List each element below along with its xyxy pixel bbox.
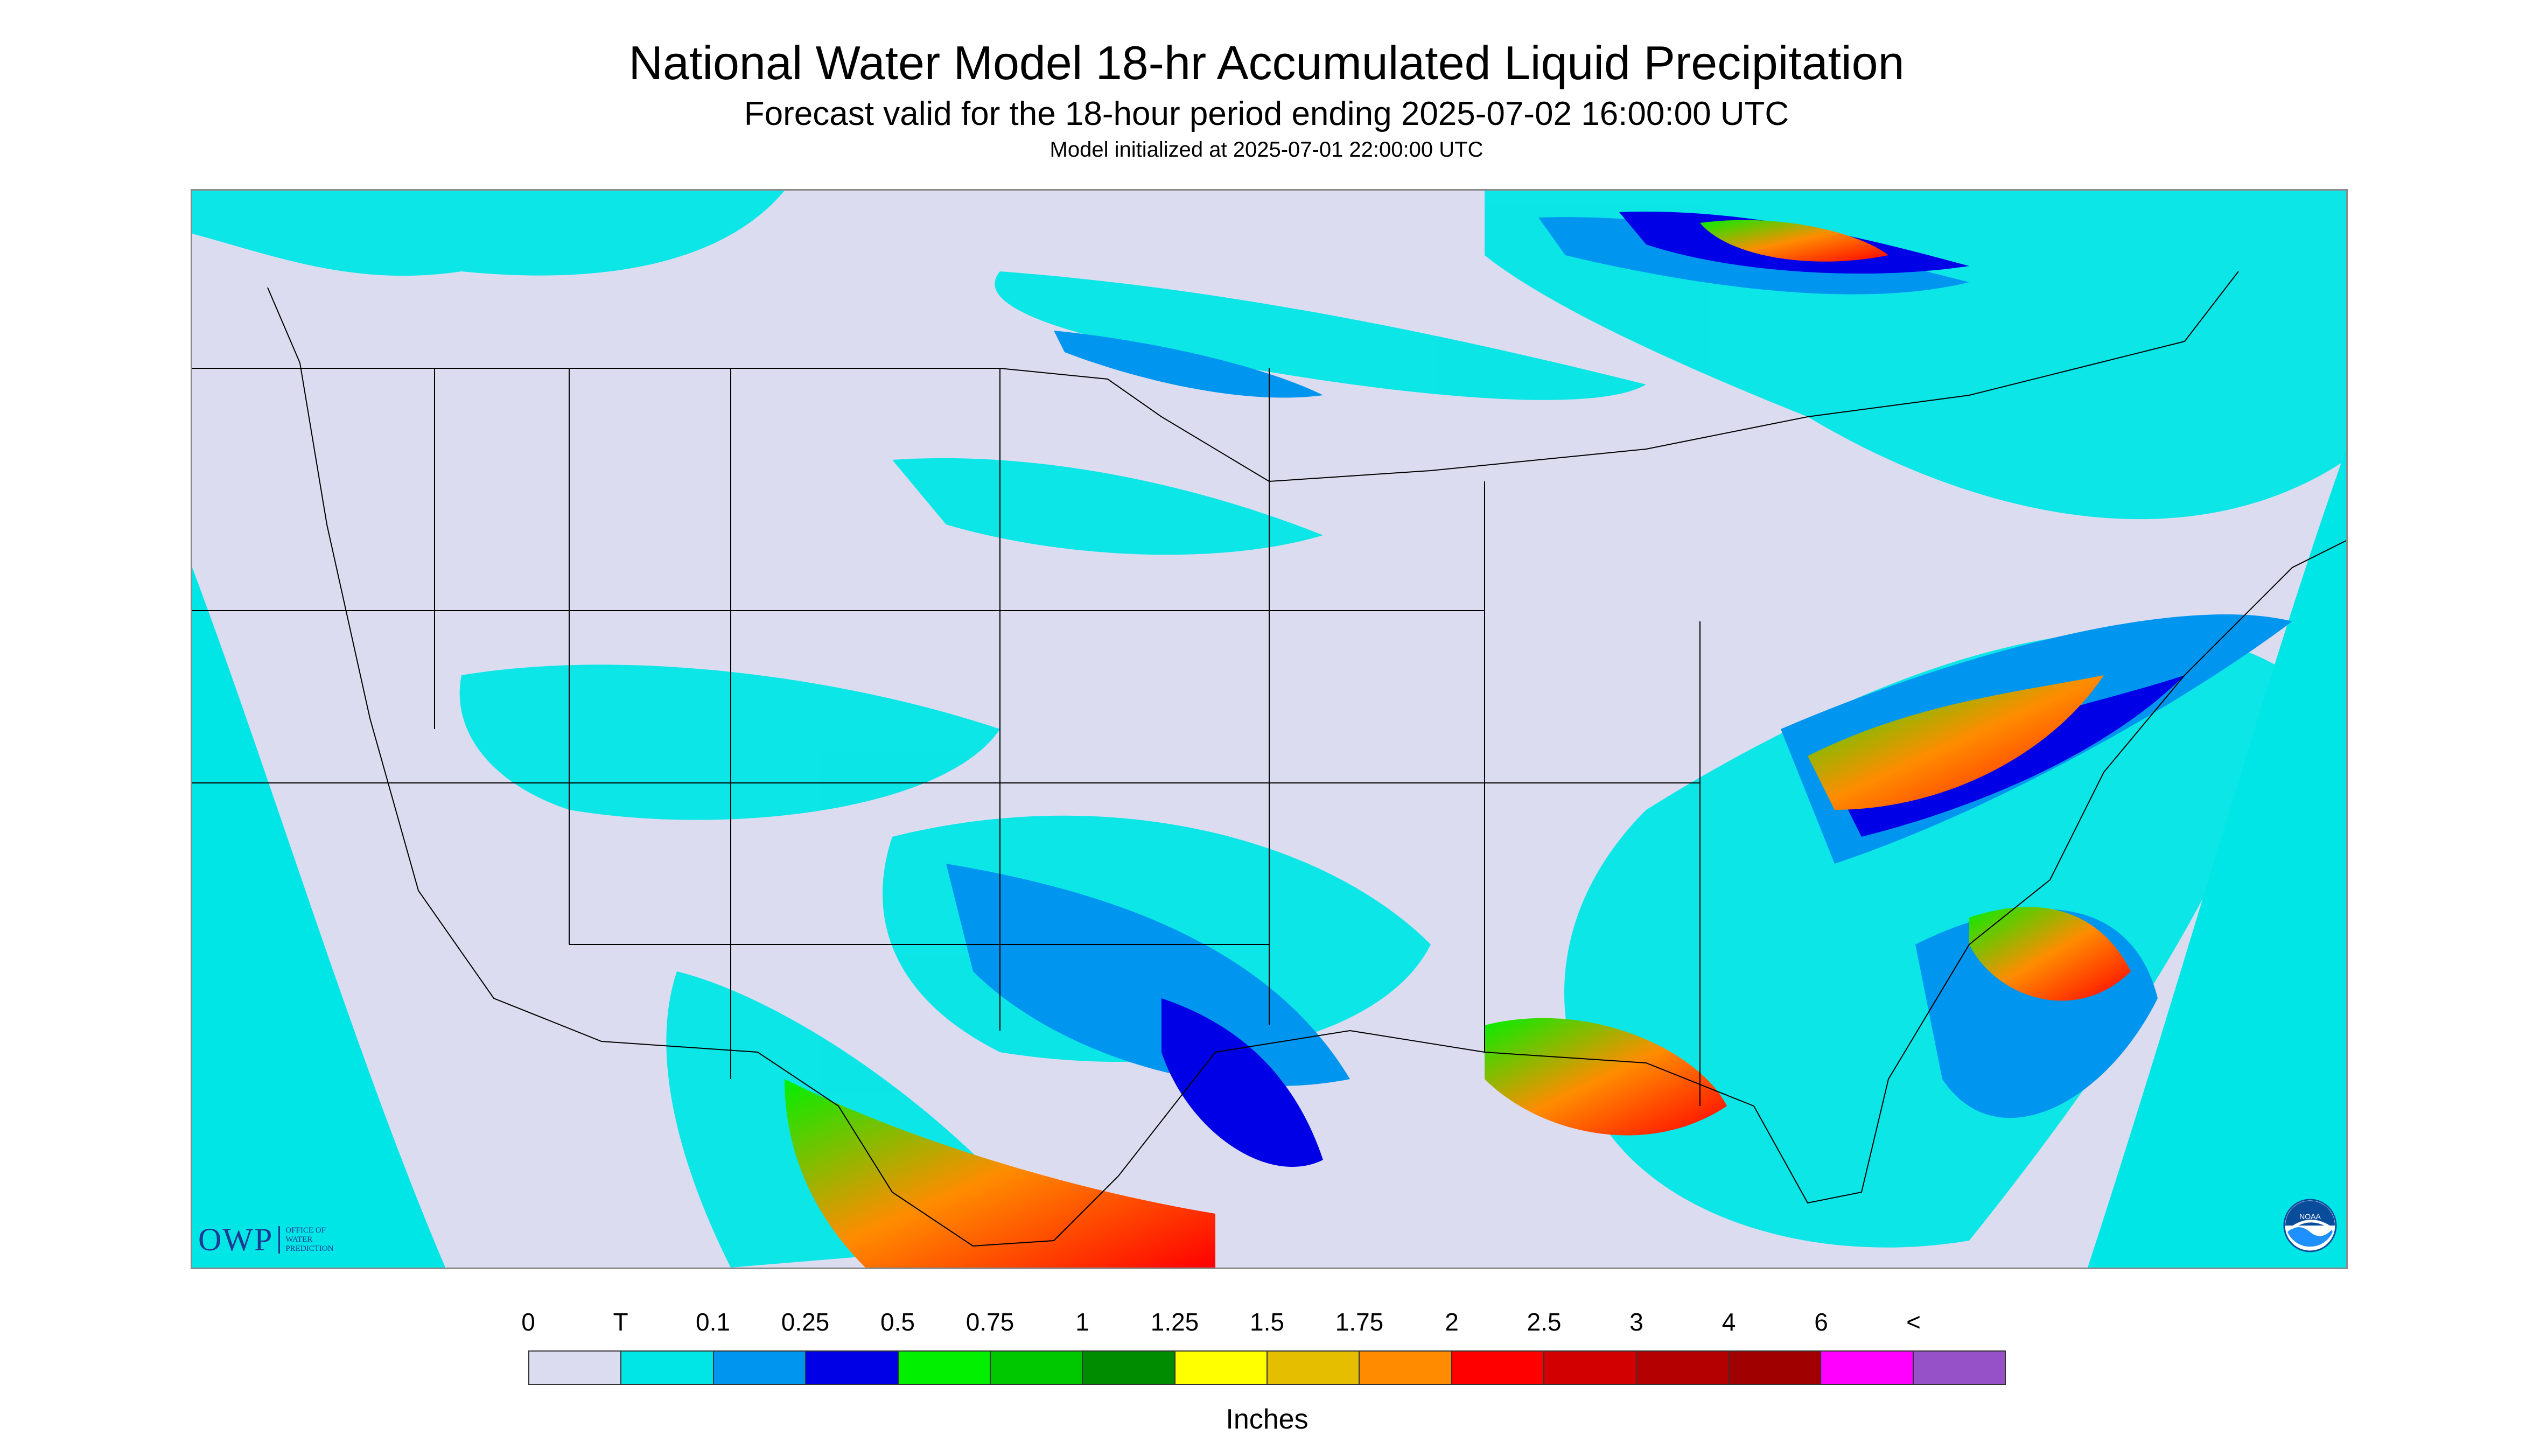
owp-logo-subtext: OFFICE OF WATER PREDICTION [278,1226,334,1254]
legend-swatch [1268,1352,1360,1384]
legend-swatch [1175,1352,1268,1384]
legend-tick-label: 0 [521,1308,535,1336]
precipitation-map[interactable] [191,189,2348,1269]
legend-swatch [990,1352,1083,1384]
legend-swatch [1913,1352,2005,1384]
legend-tick-label: 0.25 [781,1308,830,1336]
legend-swatch [898,1352,991,1384]
offdomain-west [192,568,445,1268]
legend-tick-label: 0.1 [696,1308,730,1336]
legend-tick-label: 1.25 [1150,1308,1199,1336]
owp-sub-line: PREDICTION [285,1244,334,1253]
intense-precip-areas [785,220,2131,1268]
legend-tick-label: 0.5 [880,1308,915,1336]
legend-tick-label: 1 [1075,1308,1089,1336]
legend-swatch [1360,1352,1452,1384]
noaa-logo-text: NOAA [2299,1212,2321,1221]
legend-swatch [1452,1352,1545,1384]
model-init-line: Model initialized at 2025-07-01 22:00:00… [1049,138,1484,162]
map-subtitle: Forecast valid for the 18-hour period en… [744,95,1789,132]
legend-swatch [1821,1352,1914,1384]
owp-logo: OWP OFFICE OF WATER PREDICTION [198,1218,334,1261]
legend-tick-label: 2.5 [1527,1308,1562,1336]
legend-tick-label: 3 [1629,1308,1643,1336]
legend-tick-label: 0.75 [965,1308,1014,1336]
map-boundaries [192,271,2346,1247]
noaa-logo: NOAA [2283,1199,2337,1252]
owp-logo-text: OWP [198,1221,274,1257]
legend-tick-label: 6 [1814,1308,1828,1336]
legend-swatch [1544,1352,1637,1384]
map-canvas [192,191,2346,1268]
legend-swatch [529,1352,622,1384]
legend-tick-label: 1.75 [1335,1308,1384,1336]
legend-units-label: Inches [1226,1404,1309,1435]
legend-swatch [1083,1352,1175,1384]
legend-color-bar [528,1350,2006,1385]
legend-tick-label: 2 [1445,1308,1459,1336]
legend-tick-label: 1.5 [1250,1308,1284,1336]
legend-swatch [806,1352,899,1384]
legend-swatch [1636,1352,1729,1384]
legend-swatch [621,1352,714,1384]
legend-swatch [713,1352,807,1384]
map-title: National Water Model 18-hr Accumulated L… [628,36,1905,89]
legend-swatch [1729,1352,1822,1384]
owp-sub-line: OFFICE OF [285,1226,326,1235]
legend-tick-label: T [613,1308,628,1336]
legend-tick-label: 4 [1722,1308,1736,1336]
legend-tick-label: < [1906,1308,1921,1336]
owp-sub-line: WATER [285,1235,313,1244]
